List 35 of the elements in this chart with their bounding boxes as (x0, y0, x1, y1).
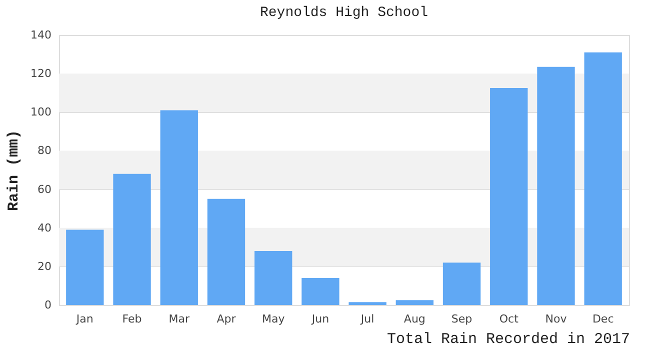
y-tick-label: 140 (30, 28, 52, 42)
x-tick-label: Jun (310, 312, 330, 326)
bar (490, 88, 528, 305)
x-tick-label: May (262, 312, 286, 326)
y-tick-label: 0 (44, 298, 52, 312)
x-tick-label: Feb (122, 312, 142, 326)
text: Total Rain Recorded in 2017 (386, 331, 630, 349)
x-tick-label: Mar (168, 312, 190, 326)
bar (348, 302, 386, 305)
x-tick-label: Dec (592, 312, 614, 326)
bar (254, 251, 292, 305)
bar (66, 230, 104, 305)
bar (396, 300, 434, 305)
bar (113, 174, 151, 305)
y-tick-label: 60 (38, 182, 52, 196)
bar (207, 198, 246, 305)
x-tick-label: Nov (545, 312, 568, 326)
x-tick-label: Jan (75, 312, 94, 326)
bar (160, 110, 198, 305)
bar (584, 52, 622, 305)
x-tick-label: Oct (499, 312, 520, 326)
bar (442, 262, 481, 305)
y-tick-label: 20 (38, 260, 52, 273)
y-tick-label: 80 (38, 144, 52, 158)
bar (537, 66, 575, 305)
y-axis-title: Rain (mm) (6, 130, 23, 212)
x-tick-label: Aug (404, 312, 426, 326)
x-tick-label: Sep (451, 312, 472, 326)
bar (302, 278, 340, 305)
x-tick-label: Apr (216, 312, 236, 326)
y-tick-label: 120 (30, 67, 52, 80)
chart-title: Reynolds High School (260, 5, 428, 21)
y-tick-label: 40 (38, 221, 52, 234)
y-tick-label: 100 (30, 106, 52, 119)
x-tick-label: Jul (360, 312, 374, 326)
